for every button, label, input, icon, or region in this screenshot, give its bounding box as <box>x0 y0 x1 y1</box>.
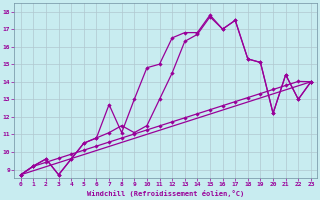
X-axis label: Windchill (Refroidissement éolien,°C): Windchill (Refroidissement éolien,°C) <box>87 190 244 197</box>
